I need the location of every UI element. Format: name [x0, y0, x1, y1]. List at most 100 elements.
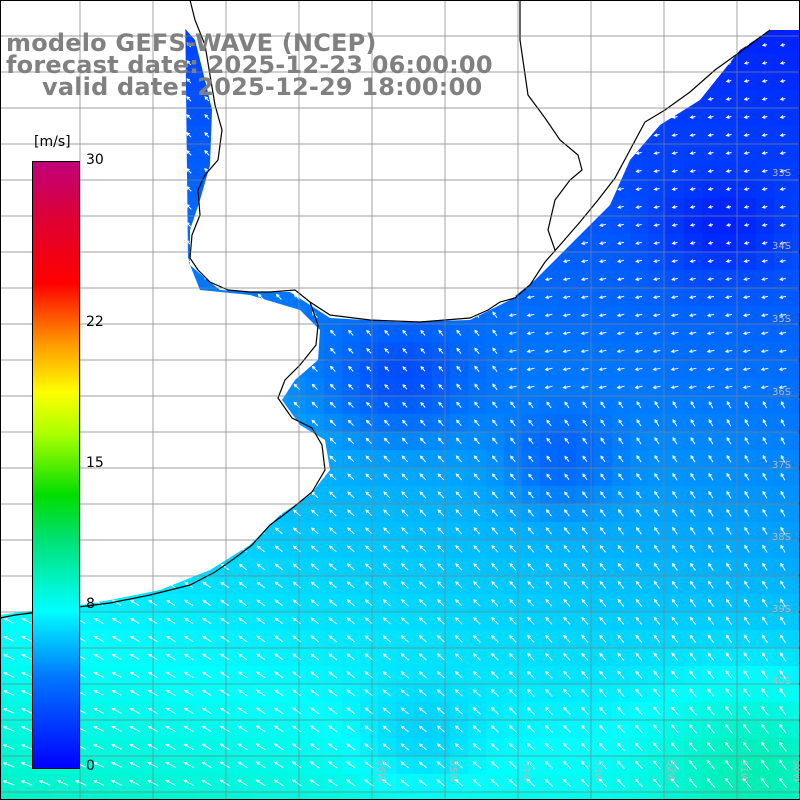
wind-cell — [792, 702, 800, 721]
wind-cell — [774, 792, 793, 800]
wind-cell — [324, 792, 343, 800]
wind-cell — [306, 792, 325, 800]
wind-cell — [252, 792, 271, 800]
wind-cell — [684, 792, 703, 800]
wind-cell — [198, 792, 217, 800]
wind-cell — [792, 522, 800, 541]
wind-cell — [612, 792, 631, 800]
lat-label: 38S — [772, 532, 791, 543]
wind-cell — [36, 792, 55, 800]
wind-cell — [792, 630, 800, 649]
lat-label: 35S — [772, 314, 791, 325]
wind-cell — [792, 54, 800, 73]
wind-cell — [180, 792, 199, 800]
wind-cell — [576, 792, 595, 800]
wind-cell — [378, 792, 397, 800]
lon-label: 54W — [520, 760, 531, 783]
wind-cell — [792, 396, 800, 415]
lon-label: 56W — [375, 760, 386, 783]
wind-cell — [270, 792, 289, 800]
wind-cell — [594, 792, 613, 800]
wind-cell — [702, 792, 721, 800]
wind-cell — [0, 792, 19, 800]
wind-cell — [234, 792, 253, 800]
wind-cell — [288, 792, 307, 800]
wind-cell — [18, 792, 37, 800]
wind-cell — [792, 414, 800, 433]
lat-label: 40S — [772, 676, 791, 687]
wind-cell — [792, 612, 800, 631]
colorbar-tick-label: 30 — [86, 152, 104, 168]
lat-label: 33S — [772, 168, 791, 179]
title-valid-date: valid date: 2025-12-29 18:00:00 — [42, 73, 483, 101]
wind-cell — [792, 486, 800, 505]
wind-cell — [792, 288, 800, 307]
wind-cell — [126, 792, 145, 800]
wind-cell — [792, 738, 800, 757]
wind-cell — [216, 792, 235, 800]
wind-cell — [792, 198, 800, 217]
colorbar-tick-label: 15 — [86, 455, 104, 471]
wind-cell — [792, 666, 800, 685]
wind-cell — [792, 36, 800, 55]
wind-cell — [792, 378, 800, 397]
wind-cell — [342, 792, 361, 800]
wind-cell — [738, 792, 757, 800]
wind-cell — [54, 792, 73, 800]
wind-cell — [396, 792, 415, 800]
wind-cell — [792, 684, 800, 703]
wind-cell — [792, 270, 800, 289]
wind-cell — [792, 792, 800, 800]
wind-cell — [792, 342, 800, 361]
wind-cell — [792, 648, 800, 667]
wind-cell — [792, 450, 800, 469]
wind-cell — [468, 792, 487, 800]
wind-cell — [90, 792, 109, 800]
wind-cell — [756, 792, 775, 800]
lat-label: 34S — [772, 241, 791, 252]
lon-label: 51W — [738, 760, 749, 783]
lat-label: 39S — [772, 604, 791, 615]
wind-cell — [720, 792, 739, 800]
wind-cell — [792, 324, 800, 343]
wind-cell — [792, 468, 800, 487]
wind-cell — [792, 558, 800, 577]
wind-cell — [792, 576, 800, 595]
wind-cell — [792, 306, 800, 325]
wind-cell — [792, 180, 800, 199]
wind-cell — [792, 72, 800, 91]
lon-label: 55W — [447, 760, 458, 783]
lon-label: 53W — [592, 760, 603, 783]
wind-cell — [792, 216, 800, 235]
wind-cell — [558, 792, 577, 800]
wind-cell — [162, 792, 181, 800]
wind-cell — [522, 792, 541, 800]
wind-cell — [792, 720, 800, 739]
lat-label: 37S — [772, 460, 791, 471]
colorbar-tick-label: 0 — [86, 758, 95, 774]
wind-cell — [666, 792, 685, 800]
wind-cell — [72, 792, 91, 800]
wind-cell — [486, 792, 505, 800]
wind-cell — [540, 792, 559, 800]
lat-label: 36S — [772, 387, 791, 398]
wind-cell — [450, 792, 469, 800]
wind-cell — [792, 126, 800, 145]
wind-cell — [630, 792, 649, 800]
wind-cell — [792, 540, 800, 559]
wind-cell — [792, 252, 800, 271]
wind-cell — [792, 144, 800, 163]
lon-label: 52W — [665, 760, 676, 783]
wind-cell — [414, 792, 433, 800]
wind-cell — [792, 594, 800, 613]
wind-cell — [792, 90, 800, 109]
wind-cell — [108, 792, 127, 800]
colorbar-unit: [m/s] — [34, 134, 71, 150]
wind-cell — [432, 792, 451, 800]
wind-cell — [504, 792, 523, 800]
wind-cell — [360, 792, 379, 800]
wind-cell — [792, 162, 800, 181]
wind-cell — [792, 234, 800, 253]
